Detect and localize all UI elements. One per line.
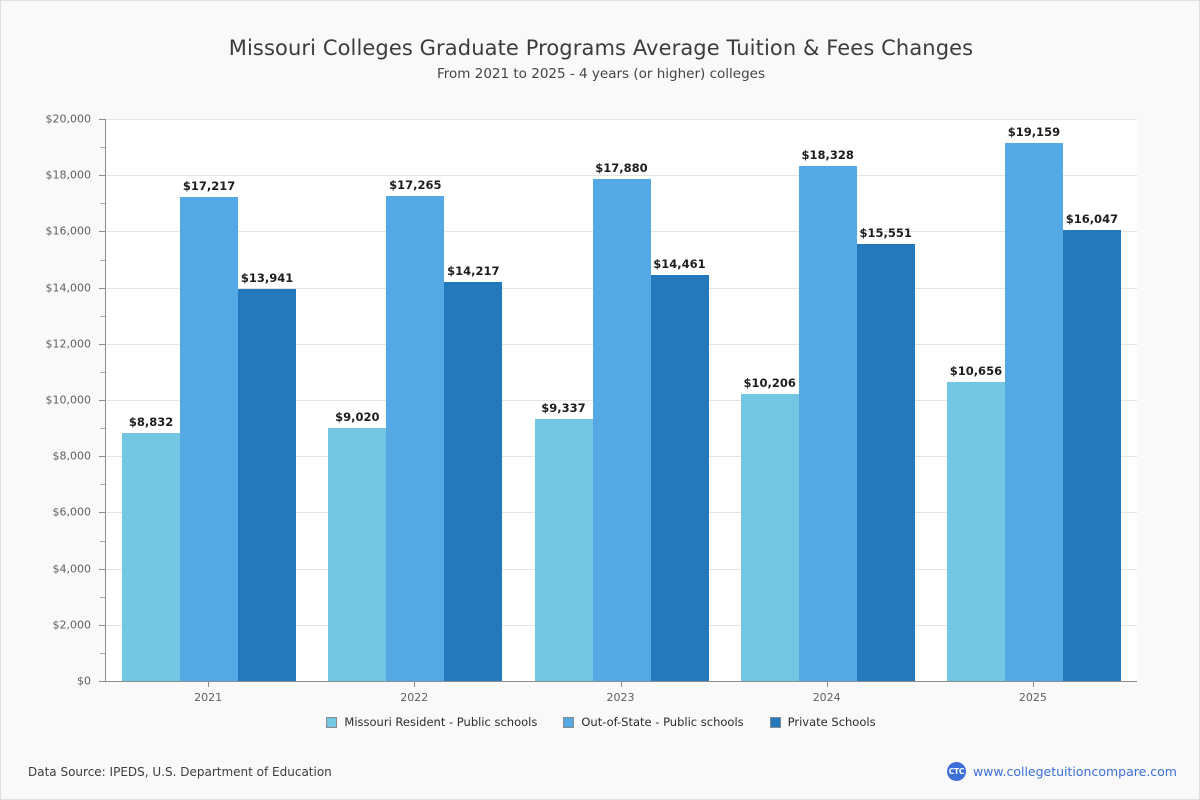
bar-value-label: $10,206	[743, 376, 796, 391]
y-axis-tick-label: $4,000	[52, 562, 92, 576]
brand-link[interactable]: CTC www.collegetuitioncompare.com	[946, 762, 1177, 781]
bar[interactable]	[122, 432, 181, 681]
data-source-text: Data Source: IPEDS, U.S. Department of E…	[28, 765, 332, 779]
title-block: Missouri Colleges Graduate Programs Aver…	[1, 35, 1199, 84]
gridline	[106, 175, 1137, 177]
ctc-logo-icon: CTC	[946, 762, 966, 781]
x-axis-tick-mark	[208, 682, 210, 687]
bar[interactable]	[1004, 142, 1063, 681]
bar[interactable]	[946, 381, 1005, 681]
bar[interactable]	[1062, 230, 1121, 681]
x-axis-tick-label: 2023	[606, 691, 635, 704]
bar-value-label: $17,880	[595, 160, 648, 175]
bar-value-label: $17,265	[389, 177, 442, 192]
legend-label: Missouri Resident - Public schools	[344, 715, 538, 729]
bar-value-label: $8,832	[128, 414, 174, 429]
bar-value-label: $14,217	[447, 263, 500, 278]
x-axis-tick-mark	[620, 682, 622, 687]
y-axis-tick-mark	[99, 512, 105, 514]
y-axis-tick-mark	[99, 231, 105, 233]
y-axis-tick-label: $12,000	[45, 337, 92, 351]
legend-swatch-icon	[563, 716, 575, 728]
y-axis-tick-mark	[99, 287, 105, 289]
y-axis-tick-label: $14,000	[45, 281, 92, 295]
page-title: Missouri Colleges Graduate Programs Aver…	[228, 36, 974, 60]
bar-value-label: $19,159	[1007, 124, 1061, 139]
y-axis-tick-mark	[99, 568, 105, 570]
bar[interactable]	[386, 195, 445, 681]
y-axis-minor-tick	[100, 259, 105, 261]
y-axis-tick-label: $16,000	[45, 224, 92, 238]
y-axis-tick-mark	[99, 456, 105, 458]
y-axis-tick-mark	[99, 119, 105, 120]
y-axis-minor-tick	[100, 371, 105, 373]
bar-value-label: $13,941	[240, 271, 294, 286]
legend-item[interactable]: Private Schools	[769, 715, 876, 729]
bar[interactable]	[798, 165, 857, 681]
y-axis-tick-mark	[99, 400, 105, 401]
x-axis-tick-mark	[414, 682, 416, 687]
bar[interactable]	[740, 394, 799, 681]
y-axis-minor-tick	[100, 147, 105, 149]
x-axis-tick-label: 2024	[812, 691, 841, 704]
bar[interactable]	[444, 281, 503, 681]
y-axis-minor-tick	[100, 203, 105, 205]
bar[interactable]	[238, 289, 297, 681]
y-axis-tick-mark	[99, 343, 105, 345]
y-axis-tick-mark	[99, 175, 105, 177]
bar-value-label: $14,461	[653, 256, 706, 271]
brand-url-label: www.collegetuitioncompare.com	[972, 764, 1177, 779]
legend-item[interactable]: Out-of-State - Public schools	[563, 715, 744, 729]
y-axis-minor-tick	[100, 484, 105, 486]
y-axis-tick-label: $20,000	[45, 112, 92, 126]
y-axis-tick-mark	[99, 681, 105, 682]
x-axis-tick-label: 2025	[1018, 691, 1047, 704]
y-axis-tick-label: $18,000	[45, 168, 92, 182]
bar-value-label: $18,328	[801, 147, 854, 162]
legend-label: Out-of-State - Public schools	[581, 715, 744, 729]
bar[interactable]	[592, 178, 651, 681]
y-axis-tick-label: $10,000	[45, 393, 92, 407]
y-axis-tick-label: $2,000	[52, 618, 92, 632]
bar[interactable]	[180, 197, 239, 681]
legend-item[interactable]: Missouri Resident - Public schools	[326, 715, 537, 729]
legend-label: Private Schools	[787, 715, 876, 729]
y-axis-minor-tick	[100, 428, 105, 430]
x-axis-tick-mark	[826, 682, 828, 687]
bar[interactable]	[650, 274, 709, 681]
y-axis-minor-tick	[100, 540, 105, 542]
y-axis-minor-tick	[100, 596, 105, 598]
y-axis-tick-label: $6,000	[52, 505, 92, 519]
legend-swatch-icon	[769, 716, 781, 728]
bar[interactable]	[856, 244, 915, 681]
y-axis-minor-tick	[100, 652, 105, 654]
y-axis-tick-mark	[99, 624, 105, 626]
plot-area: $8,832 $17,217 $13,941 $9,020 $17,265 $14,217…	[105, 119, 1137, 682]
y-axis-tick-label: $8,000	[52, 449, 92, 463]
bar-value-label: $15,551	[859, 226, 912, 241]
page-subtitle: From 2021 to 2025 - 4 years (or higher) …	[437, 66, 765, 82]
y-axis-tick-label: $0	[77, 674, 91, 688]
x-axis-tick-label: 2022	[400, 691, 429, 704]
bar-value-label: $9,337	[541, 400, 586, 415]
bar-value-label: $17,217	[182, 179, 236, 194]
bar[interactable]	[328, 427, 387, 681]
legend-swatch-icon	[326, 716, 338, 728]
bar-value-label: $9,020	[335, 409, 380, 424]
gridline	[106, 119, 1137, 120]
bar-value-label: $16,047	[1065, 212, 1119, 227]
bar-value-label: $10,656	[949, 363, 1003, 378]
bar[interactable]	[534, 418, 593, 681]
legend: Missouri Resident - Public schools Out-of…	[1, 715, 1199, 729]
x-axis-tick-mark	[1032, 682, 1034, 687]
x-axis-tick-label: 2021	[194, 691, 223, 704]
y-axis-minor-tick	[100, 315, 105, 317]
